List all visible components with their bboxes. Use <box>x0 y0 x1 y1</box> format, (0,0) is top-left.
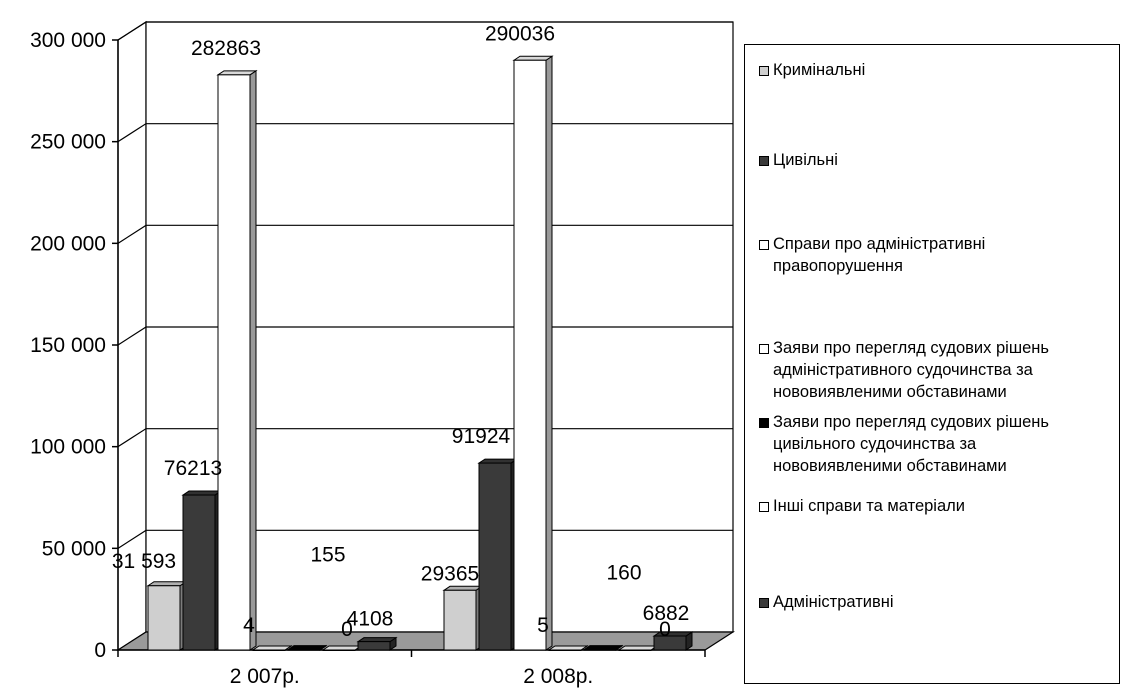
x-category-label: 2 007р. <box>230 665 300 688</box>
bar-top <box>549 646 587 650</box>
bar <box>479 459 517 650</box>
y-tick-label: 50 000 <box>42 537 106 560</box>
y-tick-label: 100 000 <box>30 436 106 459</box>
data-label: 31 593 <box>112 550 176 573</box>
bar-top <box>514 56 552 60</box>
bar-front <box>323 650 355 651</box>
data-label: 29365 <box>421 562 479 585</box>
legend-label: Цивільні <box>773 149 838 171</box>
bar-top <box>584 646 622 650</box>
y-tick-label: 250 000 <box>30 131 106 154</box>
legend-item: Кримінальні <box>759 59 1120 81</box>
bar <box>619 646 657 651</box>
bar-top <box>253 646 291 650</box>
bar-front <box>253 650 285 651</box>
legend-swatch <box>759 66 769 76</box>
bar <box>358 638 396 650</box>
bar-front <box>148 586 180 650</box>
bar-top <box>358 638 396 642</box>
bar <box>218 71 256 650</box>
legend-label: Інші справи та матеріали <box>773 495 965 517</box>
bar <box>584 646 622 651</box>
legend-item: Заяви про перегляд судових рішень адміні… <box>759 337 1120 403</box>
bar-front <box>479 463 511 650</box>
bar-front <box>584 650 616 651</box>
bar <box>288 646 326 651</box>
bar-front <box>218 75 250 650</box>
data-label: 76213 <box>164 457 222 480</box>
legend-swatch <box>759 502 769 512</box>
bar-top <box>323 646 361 650</box>
legend-swatch <box>759 344 769 354</box>
bar-front <box>549 650 581 651</box>
legend-item: Інші справи та матеріали <box>759 495 1120 517</box>
bar-front <box>288 650 320 651</box>
bar-side <box>250 71 256 650</box>
legend-label: Кримінальні <box>773 59 865 81</box>
bar-top <box>148 582 186 586</box>
bar-side <box>546 56 552 650</box>
bar <box>444 586 482 650</box>
legend-swatch <box>759 156 769 166</box>
bar-top <box>218 71 256 75</box>
legend-item: Справи про адміністративні правопорушенн… <box>759 233 1120 277</box>
bar-top <box>288 646 326 650</box>
legend-swatch <box>759 598 769 608</box>
y-tick-label: 0 <box>94 639 106 662</box>
bar-front <box>619 650 651 651</box>
bar <box>183 491 221 650</box>
data-label: 4 <box>243 614 255 637</box>
legend-label: Справи про адміністративні правопорушенн… <box>773 233 985 277</box>
legend-label: Заяви про перегляд судових рішень адміні… <box>773 337 1049 403</box>
bar-top <box>444 586 482 590</box>
x-category-label: 2 008р. <box>523 665 593 688</box>
bar-front <box>183 495 215 650</box>
bar <box>253 646 291 651</box>
legend-item: Заяви про перегляд судових рішень цивіль… <box>759 411 1120 477</box>
y-tick-label: 150 000 <box>30 334 106 357</box>
y-tick-label: 300 000 <box>30 29 106 52</box>
data-label: 282863 <box>191 37 261 60</box>
data-label: 6882 <box>643 602 690 625</box>
data-label: 4108 <box>347 608 394 631</box>
legend: Кримінальні Цивільні Справи про адміністра… <box>744 44 1120 684</box>
data-label: 91924 <box>452 425 511 448</box>
bar-front <box>358 642 390 650</box>
bar-top <box>619 646 657 650</box>
y-tick-labels: 0 50 000 100 000 150 000 200 000 250 000 300 0… <box>30 29 106 662</box>
bar-front <box>444 590 476 650</box>
data-label: 5 <box>537 614 549 637</box>
bar-top <box>479 459 517 463</box>
bar <box>514 56 552 650</box>
legend-label: Адміністративні <box>773 591 894 613</box>
legend-item: Цивільні <box>759 149 1120 171</box>
data-label: 290036 <box>485 22 555 45</box>
bar <box>549 646 587 651</box>
legend-swatch <box>759 418 769 428</box>
data-label: 155 <box>310 544 345 567</box>
bar <box>148 582 186 650</box>
legend-item: Адміністративні <box>759 591 1120 613</box>
bar-top <box>183 491 221 495</box>
legend-label: Заяви про перегляд судових рішень цивіль… <box>773 411 1049 477</box>
data-label: 160 <box>606 562 641 585</box>
legend-swatch <box>759 240 769 250</box>
y-tick-label: 200 000 <box>30 232 106 255</box>
x-category-labels: 2 007р. 2 008р. <box>230 665 594 688</box>
bar <box>323 646 361 651</box>
bar-front <box>514 60 546 650</box>
